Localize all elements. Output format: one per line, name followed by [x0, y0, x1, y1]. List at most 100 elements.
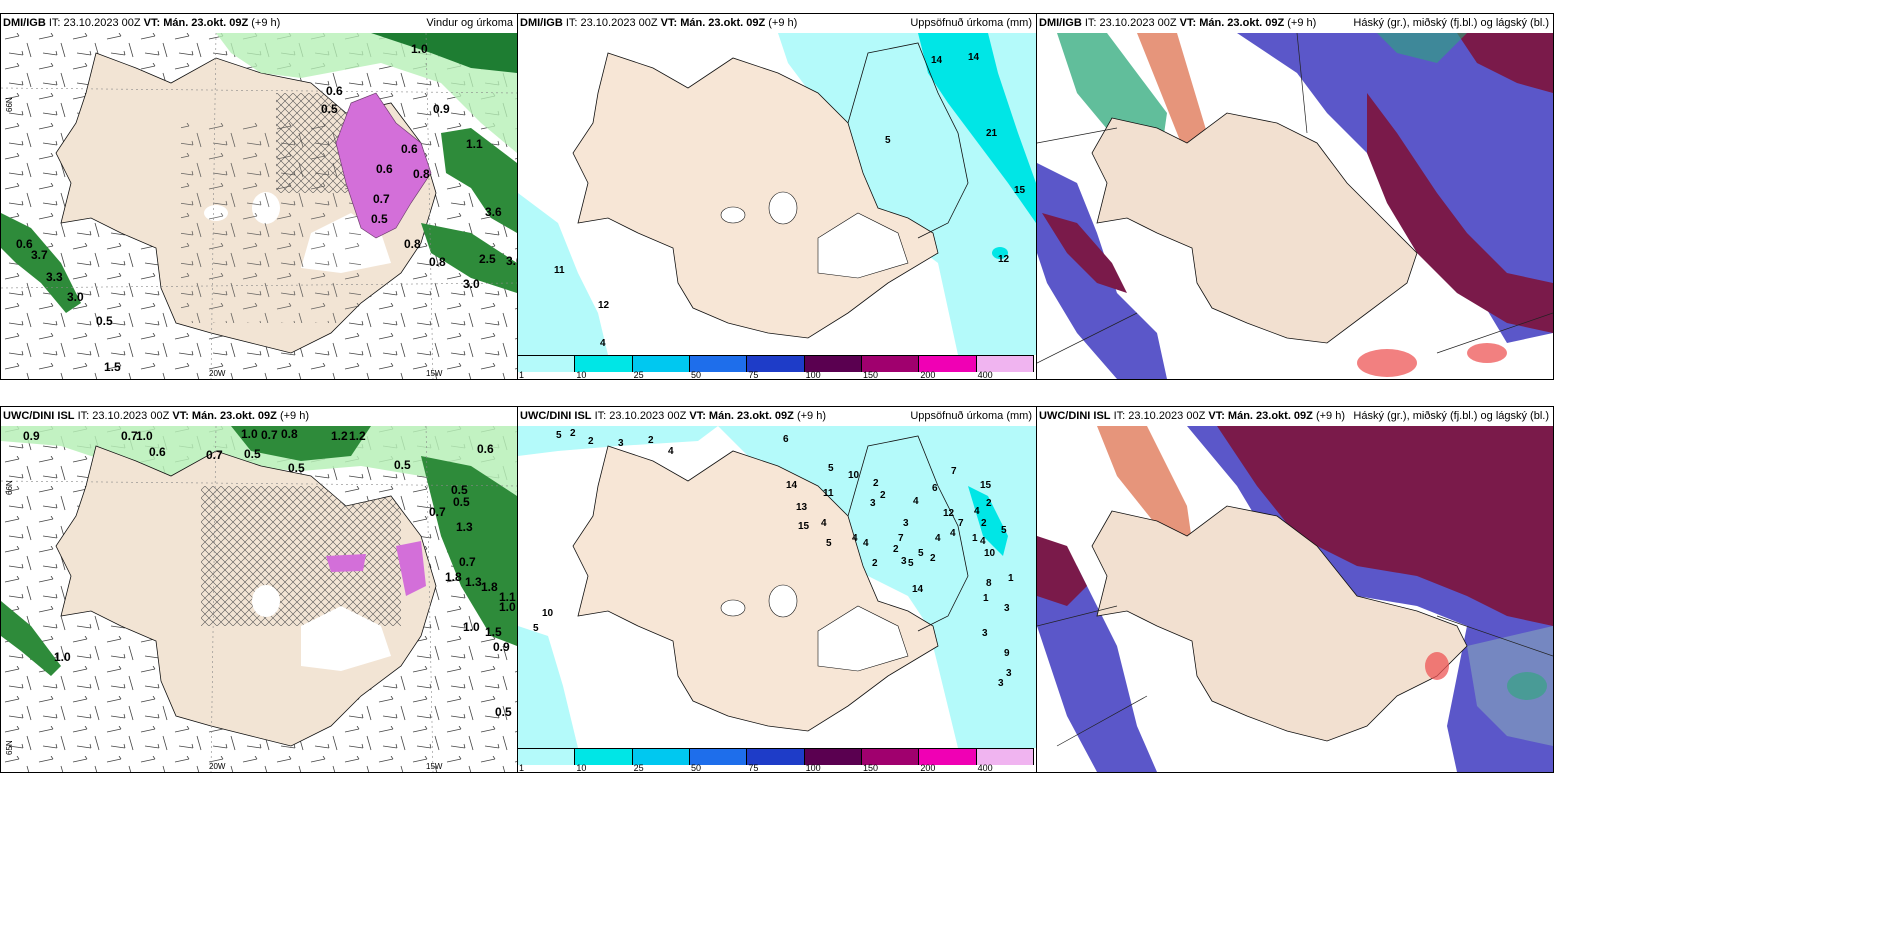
- precip-value-label: 0.5: [244, 447, 261, 461]
- precip-value-label: 0.7: [459, 555, 476, 569]
- mid-cloud-region: [1367, 93, 1553, 333]
- precip-value-label: 1.0: [411, 42, 428, 56]
- precip-value-label: 5: [918, 548, 924, 559]
- valid-time: VT: Mán. 23.okt. 09Z: [1179, 17, 1285, 29]
- precip-1-10mm-west: [518, 626, 578, 748]
- precip-value-label: 0.8: [281, 427, 298, 441]
- product-title: Vindur og úrkoma: [426, 17, 513, 29]
- precip-10-25mm: [918, 33, 1036, 223]
- precip-value-label: 1: [972, 533, 978, 544]
- colorbar-swatch: [690, 748, 748, 765]
- colorbar-swatch: [862, 355, 920, 372]
- lat-label: 66N: [5, 480, 14, 495]
- precip-1-10mm-west: [518, 193, 608, 355]
- precip-value-label: 21: [986, 128, 998, 139]
- precip-value-label: 14: [968, 52, 980, 63]
- precip-moderate-east: [421, 456, 517, 646]
- precip-value-label: 3: [998, 678, 1004, 689]
- precip-value-label: 0.6: [326, 84, 343, 98]
- precip-value-label: 1.0: [54, 650, 71, 664]
- precip-value-label: 2: [930, 553, 936, 564]
- mid-cloud-north: [1457, 33, 1553, 93]
- precip-value-label: 5: [908, 558, 914, 569]
- precip-value-label: 1.8: [481, 580, 498, 594]
- precip-value-label: 2: [648, 435, 654, 446]
- colorbar-tick: 1: [519, 370, 525, 380]
- precip-value-label: 0.5: [451, 483, 468, 497]
- colorbar-tick: 150: [863, 370, 879, 380]
- precip-value-label: 4: [950, 528, 956, 539]
- lon-label-20w: 20W: [209, 369, 226, 378]
- precip-value-label: 4: [668, 446, 674, 457]
- panel-header: DMI/IGB IT: 23.10.2023 00Z VT: Mán. 23.o…: [1, 14, 517, 33]
- precip-value-label: 12: [943, 508, 955, 519]
- precip-value-label: 1.0: [463, 620, 480, 634]
- colorbar-tick: 400: [977, 370, 993, 380]
- glacier-langjokull: [768, 191, 798, 225]
- precip-value-label: 3.7: [31, 248, 48, 262]
- iceland-land: [1091, 505, 1468, 742]
- init-time: IT: 23.10.2023 00Z: [77, 410, 170, 422]
- precip-moderate-north: [231, 426, 371, 461]
- product-title: Háský (gr.), miðský (fj.bl.) og lágský (…: [1353, 17, 1549, 29]
- precip-value-label: 0.9: [493, 640, 510, 654]
- lon-label-20w: 20W: [209, 762, 226, 771]
- precip-value-label: 4: [600, 338, 606, 349]
- precip-value-label: 3: [982, 628, 988, 639]
- precip-value-label: 1.1: [466, 137, 483, 151]
- precip-moderate: [371, 33, 517, 73]
- glacier-vatnajokull: [817, 605, 909, 672]
- precip-value-label: 0.5: [321, 102, 338, 116]
- precip-10-25mm-spot: [992, 247, 1008, 259]
- precip-value-label: 10: [848, 470, 860, 481]
- precip-value-label: 5: [826, 538, 832, 549]
- cloud-cover-map: [1037, 426, 1553, 772]
- precip-value-label: 3.3: [46, 270, 63, 284]
- colorbar-swatch: [804, 748, 862, 765]
- precip-value-label: 5: [885, 135, 891, 146]
- precip-value-label: 4: [935, 533, 941, 544]
- valid-time: VT: Mán. 23.okt. 09Z: [689, 410, 794, 422]
- lat-label: 66N: [5, 97, 14, 112]
- precip-value-label: 3: [903, 518, 909, 529]
- wind-precip-map: 66N 65N 20W 15W 0.9 0.71.0 1.0 0.7 0.8 1.2 1.2…: [1, 426, 517, 772]
- precip-value-label: 5: [556, 430, 562, 441]
- precip-value-label: 5: [828, 463, 834, 474]
- panel-accum-precip-uwc: UWC/DINI ISL IT: 23.10.2023 00Z VT: Mán.…: [517, 406, 1037, 773]
- cloud-cover-map: [1037, 33, 1553, 379]
- colorbar-swatch: [518, 355, 576, 372]
- precip-value-label: 3.0: [67, 290, 84, 304]
- precip-value-label: 4: [913, 496, 919, 507]
- precip-value-label: 0.5: [96, 314, 113, 328]
- iceland-land: [1091, 112, 1418, 344]
- colorbar-swatch: [919, 355, 977, 372]
- precip-value-labels: 0.9 0.71.0 1.0 0.7 0.8 1.2 1.20.6 0.7 0.50.5 0.50…: [23, 427, 516, 719]
- glacier-hofsjokull: [720, 206, 746, 224]
- colorbar-tick: 200: [920, 763, 936, 773]
- panel-accum-precip-dmi: DMI/IGB IT: 23.10.2023 00Z VT: Mán. 23.o…: [517, 13, 1037, 380]
- model-name: DMI/IGB: [3, 17, 46, 29]
- lead-time: (+9 h): [251, 17, 281, 29]
- mid-cloud-west: [1042, 213, 1127, 293]
- precip-value-label: 10: [542, 608, 554, 619]
- lead-time: (+9 h): [279, 410, 309, 422]
- valid-time: VT: Mán. 23.okt. 09Z: [172, 410, 277, 422]
- colorbar-tick: 25: [633, 370, 644, 380]
- precip-value-label: 3: [901, 556, 907, 567]
- precip-value-label: 4: [821, 518, 827, 529]
- precip-value-label: 14: [786, 480, 798, 491]
- precip-value-label: 0.6: [401, 142, 418, 156]
- init-time: IT: 23.10.2023 00Z: [48, 17, 141, 29]
- lead-time: (+9 h): [1315, 410, 1345, 422]
- precip-value-label: 3.0: [506, 254, 517, 268]
- colorbar-tick: 50: [691, 370, 702, 380]
- precip-value-label: 2: [880, 490, 886, 501]
- mid-cloud-region: [1217, 426, 1553, 626]
- precip-value-label: 0.5: [371, 212, 388, 226]
- precip-value-label: 1: [1008, 573, 1014, 584]
- precip-value-label: 2: [981, 518, 987, 529]
- colorbar-swatch: [976, 748, 1034, 765]
- product-title: Uppsöfnuð úrkoma (mm): [910, 410, 1032, 422]
- colorbar-swatch: [747, 355, 805, 372]
